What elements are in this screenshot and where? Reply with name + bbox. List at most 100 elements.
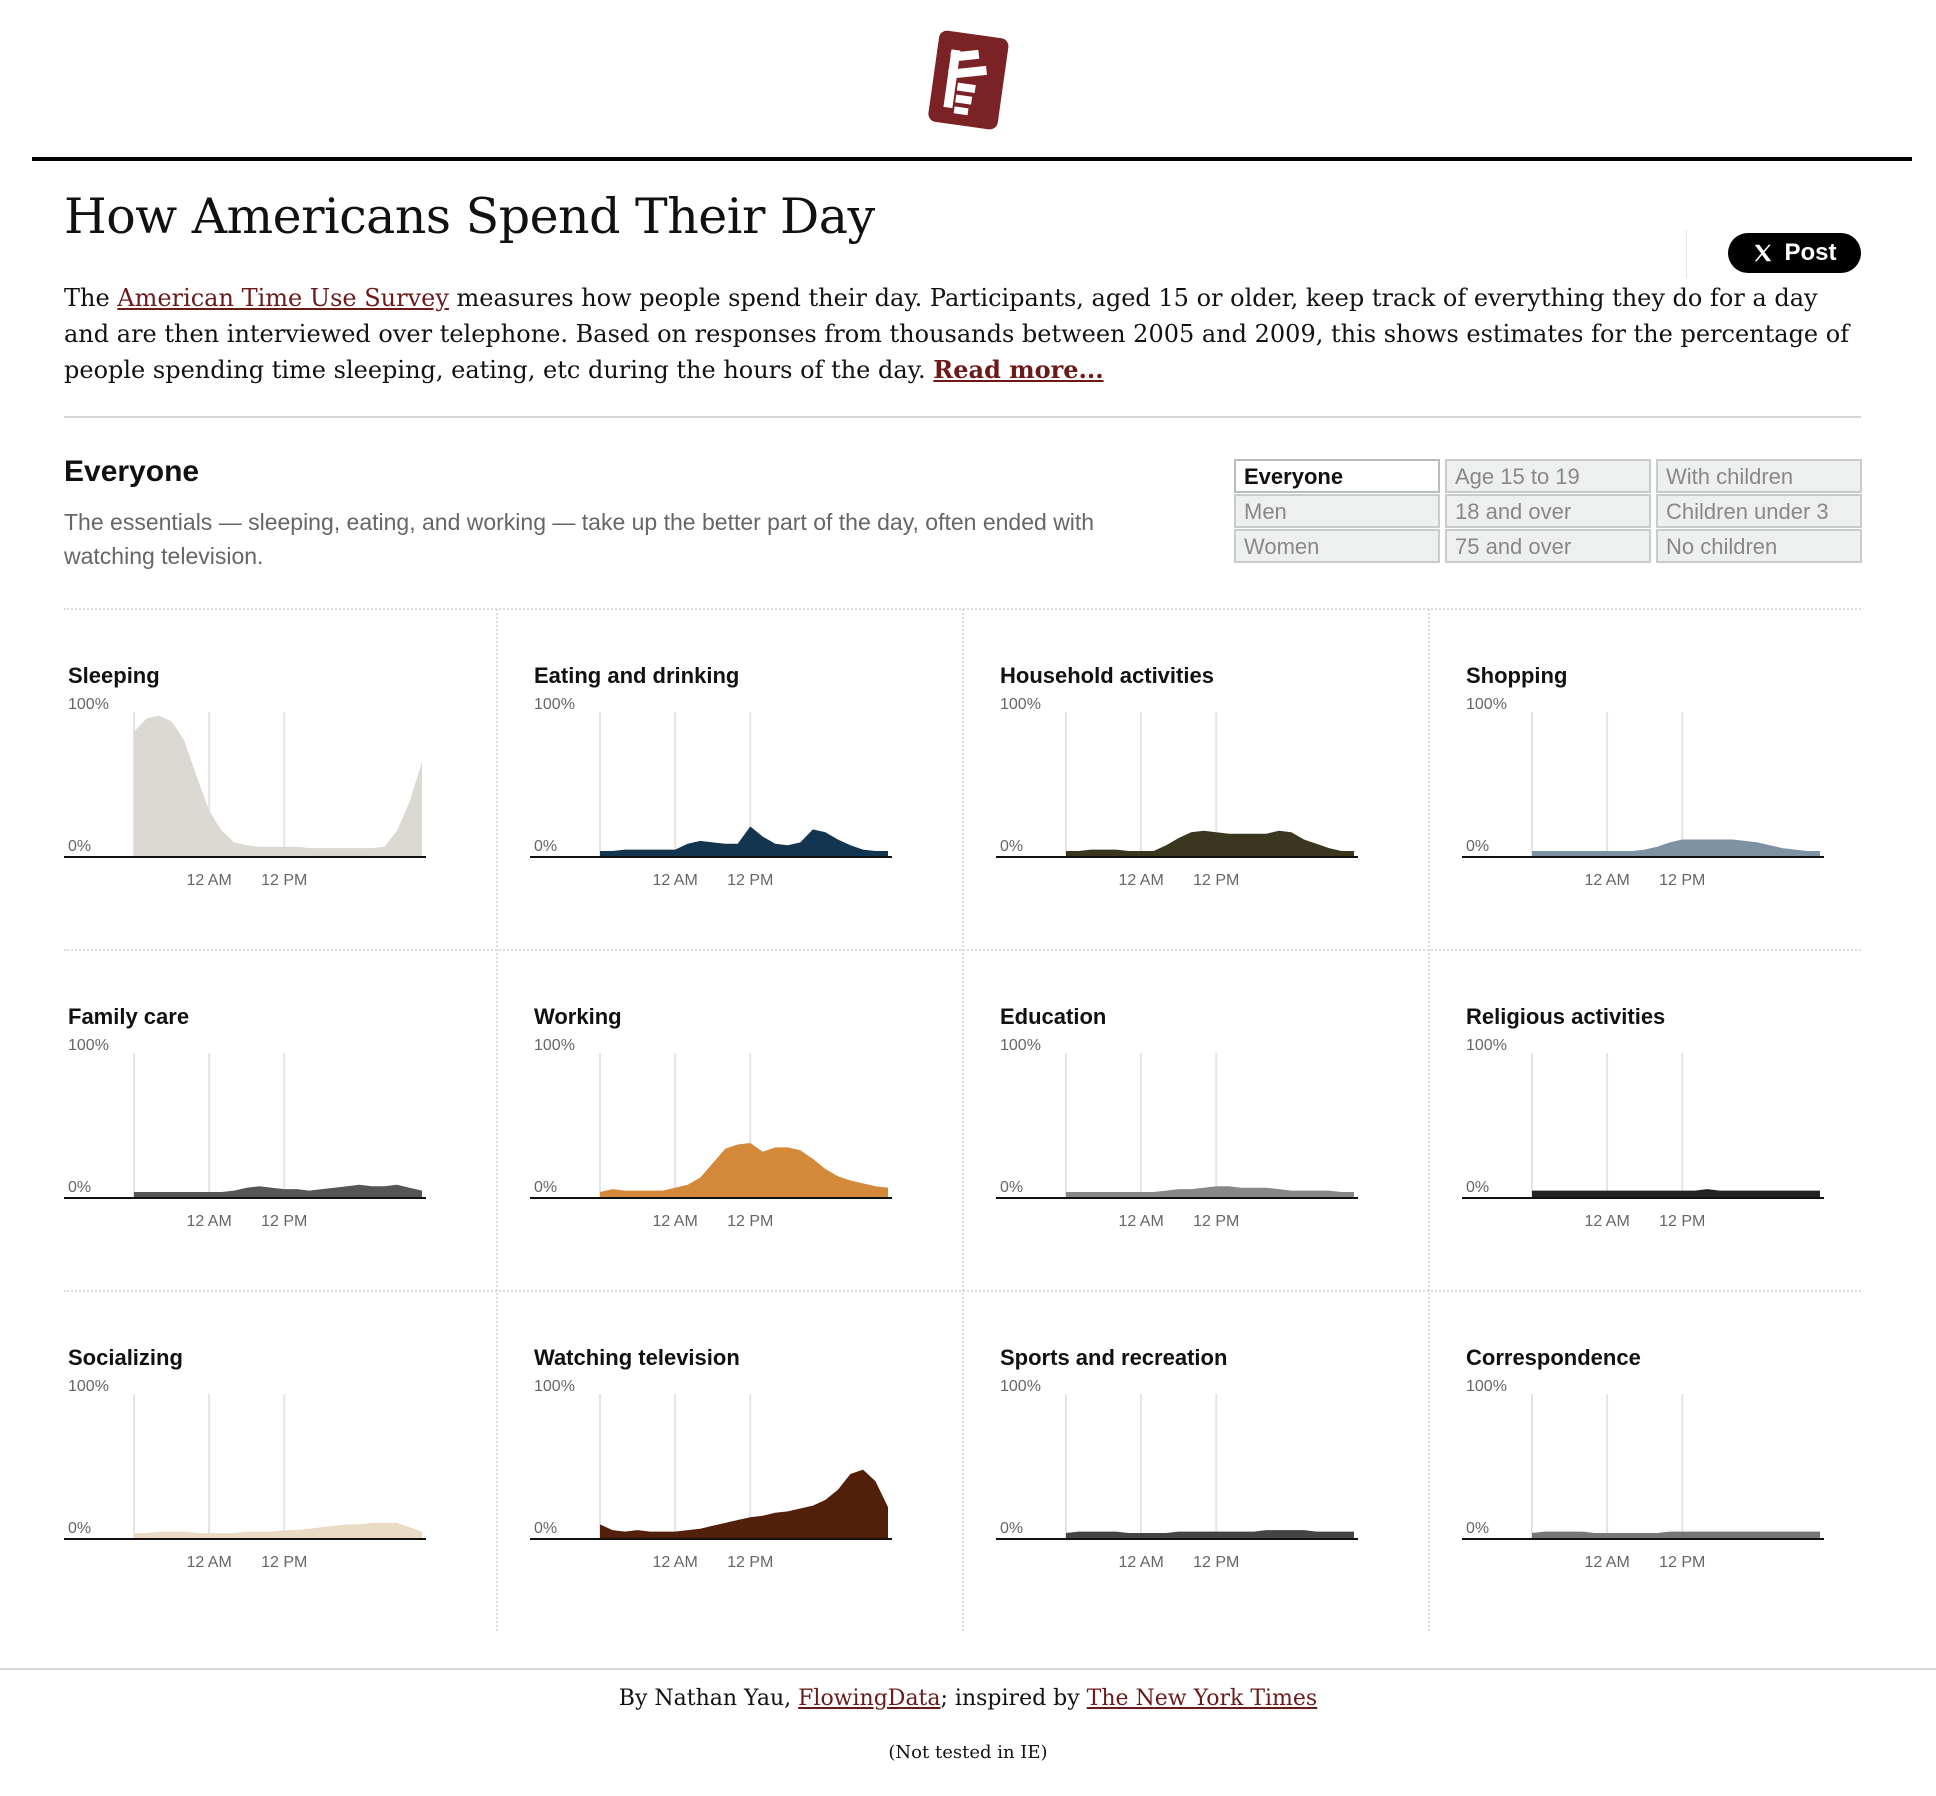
intro-body: measures how people spend their day. Par… (64, 284, 1850, 384)
x-tick-label: 12 PM (1193, 1554, 1239, 1571)
post-button-label: Post (1784, 239, 1837, 266)
panel-education: Education 100% 0% 12 AM 12 PM (996, 952, 1462, 1292)
chart-sleeping: 100% 0% 12 AM 12 PM (64, 696, 426, 889)
x-tick-label: 12 AM (1584, 1554, 1629, 1571)
group-filter-menu: Everyone Age 15 to 19 With children Men 18 a… (1234, 459, 1862, 563)
chart-sports-and-recreation: 100% 0% 12 AM 12 PM (996, 1378, 1358, 1571)
y-tick-label: 100% (68, 1037, 109, 1054)
y-tick-label: 0% (1000, 838, 1023, 855)
panel-title: Watching television (534, 1345, 740, 1370)
panel-household-activities: Household activities 100% 0% 12 AM 12 PM (996, 611, 1462, 951)
series-area (600, 1469, 888, 1539)
chart-household-activities: 100% 0% 12 AM 12 PM (996, 696, 1358, 889)
survey-link[interactable]: American Time Use Survey (117, 284, 449, 312)
filter-18-and-over[interactable]: 18 and over (1445, 494, 1651, 528)
y-tick-label: 100% (68, 696, 109, 713)
chart-working: 100% 0% 12 AM 12 PM (530, 1037, 892, 1230)
byline: By Nathan Yau, FlowingData; inspired by … (0, 1686, 1936, 1711)
y-tick-label: 0% (1466, 1179, 1489, 1196)
x-tick-label: 12 AM (1118, 1554, 1163, 1571)
y-tick-label: 0% (534, 1520, 557, 1537)
series-area (1532, 1531, 1820, 1539)
x-tick-label: 12 PM (727, 1554, 773, 1571)
x-tick-label: 12 PM (261, 1554, 307, 1571)
x-tick-label: 12 PM (1659, 1213, 1705, 1230)
filter-children-under-3[interactable]: Children under 3 (1656, 494, 1862, 528)
chart-eating-and-drinking: 100% 0% 12 AM 12 PM (530, 696, 892, 889)
panel-family-care: Family care 100% 0% 12 AM 12 PM (64, 952, 530, 1292)
nyt-link[interactable]: The New York Times (1086, 1686, 1318, 1711)
x-tick-label: 12 PM (1659, 872, 1705, 889)
y-tick-label: 100% (1466, 1378, 1507, 1395)
panel-title: Shopping (1466, 663, 1568, 688)
read-more-link[interactable]: Read more... (933, 355, 1104, 384)
x-tick-label: 12 AM (1584, 872, 1629, 889)
panel-title: Working (534, 1004, 622, 1029)
filter-75-and-over[interactable]: 75 and over (1445, 529, 1651, 563)
series-area (1066, 1186, 1354, 1198)
y-tick-label: 0% (1000, 1179, 1023, 1196)
x-tick-label: 12 PM (1193, 1213, 1239, 1230)
x-tick-label: 12 AM (1118, 1213, 1163, 1230)
panel-sleeping: Sleeping 100% 0% 12 AM 12 PM (64, 611, 530, 951)
filter-age-15-to-19[interactable]: Age 15 to 19 (1445, 459, 1651, 493)
x-tick-label: 12 AM (186, 1213, 231, 1230)
series-area (134, 1184, 422, 1198)
x-tick-label: 12 AM (1118, 872, 1163, 889)
page-title: How Americans Spend Their Day (64, 188, 875, 245)
y-tick-label: 100% (1000, 1378, 1041, 1395)
filter-men[interactable]: Men (1234, 494, 1440, 528)
filter-with-children[interactable]: With children (1656, 459, 1862, 493)
y-tick-label: 100% (1466, 696, 1507, 713)
filter-no-children[interactable]: No children (1656, 529, 1862, 563)
y-tick-label: 100% (534, 1037, 575, 1054)
post-button[interactable]: Post (1728, 233, 1861, 273)
panel-title: Family care (68, 1004, 190, 1029)
panel-shopping: Shopping 100% 0% 12 AM 12 PM (1462, 611, 1928, 951)
intro-prefix: The (64, 284, 118, 312)
panel-title: Sports and recreation (1000, 1345, 1228, 1370)
chart-correspondence: 100% 0% 12 AM 12 PM (1462, 1378, 1824, 1571)
panel-title: Sleeping (68, 663, 160, 688)
site-logo[interactable] (0, 28, 1936, 138)
x-icon (1755, 244, 1772, 262)
x-tick-label: 12 PM (261, 872, 307, 889)
panel-socializing: Socializing 100% 0% 12 AM 12 PM (64, 1293, 530, 1633)
grid-divider (962, 609, 964, 1631)
panel-correspondence: Correspondence 100% 0% 12 AM 12 PM (1462, 1293, 1928, 1633)
panel-title: Socializing (68, 1345, 183, 1370)
byline-prefix: By Nathan Yau, (618, 1686, 799, 1711)
x-tick-label: 12 PM (1193, 872, 1239, 889)
chart-watching-television: 100% 0% 12 AM 12 PM (530, 1378, 892, 1571)
y-tick-label: 100% (534, 696, 575, 713)
series-area (600, 1143, 888, 1198)
y-tick-label: 0% (534, 1179, 557, 1196)
panel-eating-and-drinking: Eating and drinking 100% 0% 12 AM 12 PM (530, 611, 996, 951)
series-area (134, 1522, 422, 1539)
y-tick-label: 100% (68, 1378, 109, 1395)
y-tick-label: 0% (534, 838, 557, 855)
chart-education: 100% 0% 12 AM 12 PM (996, 1037, 1358, 1230)
intro-divider (64, 416, 1861, 418)
byline-mid: ; inspired by (940, 1686, 1087, 1711)
y-tick-label: 0% (68, 1179, 91, 1196)
group-description: The essentials — sleeping, eating, and w… (64, 509, 1095, 569)
x-tick-label: 12 AM (652, 1213, 697, 1230)
share-divider (1686, 230, 1687, 278)
y-tick-label: 0% (68, 838, 91, 855)
y-tick-label: 0% (1466, 1520, 1489, 1537)
browser-note: (Not tested in IE) (888, 1742, 1048, 1763)
flowingdata-link[interactable]: FlowingData (798, 1686, 941, 1711)
filter-women[interactable]: Women (1234, 529, 1440, 563)
y-tick-label: 0% (1466, 838, 1489, 855)
series-area (1066, 1530, 1354, 1539)
series-area (600, 826, 888, 857)
intro-paragraph: The American Time Use Survey measures ho… (64, 280, 1864, 388)
filter-everyone[interactable]: Everyone (1234, 459, 1440, 493)
x-tick-label: 12 AM (1584, 1213, 1629, 1230)
x-tick-label: 12 PM (261, 1213, 307, 1230)
y-tick-label: 0% (1000, 1520, 1023, 1537)
panel-sports-and-recreation: Sports and recreation 100% 0% 12 AM 12 PM (996, 1293, 1462, 1633)
y-tick-label: 0% (68, 1520, 91, 1537)
y-tick-label: 100% (534, 1378, 575, 1395)
